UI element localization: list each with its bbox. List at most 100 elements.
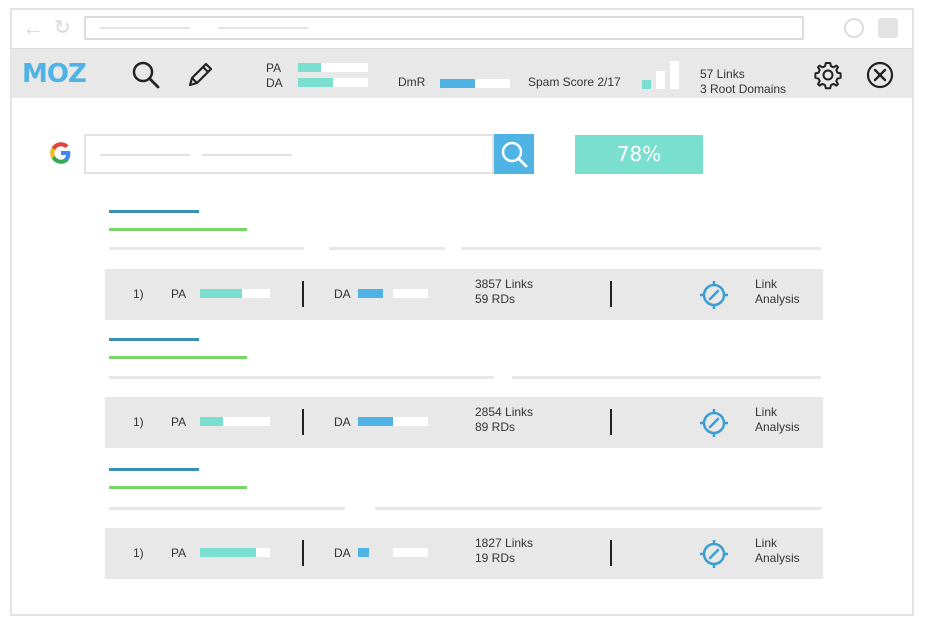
pa-bar (200, 289, 270, 298)
link-analysis-line2: Analysis (755, 551, 800, 565)
dmr-label: DmR (398, 75, 426, 89)
result-url-line[interactable] (109, 356, 247, 359)
links-count: 1827 Links (475, 536, 534, 550)
result-metrics-row: 1) PA DA 2854 Links 89 RDs Link Analysis (105, 397, 823, 448)
google-logo-icon (50, 142, 71, 164)
dmr-bar (440, 79, 510, 88)
links-count: 57 Links (700, 67, 745, 81)
result-rank: 1) (133, 415, 144, 429)
search-input[interactable] (84, 134, 494, 174)
result-snippet-line (329, 247, 445, 250)
divider (302, 281, 304, 307)
pa-bar (200, 417, 270, 426)
search-button[interactable] (494, 134, 534, 174)
url-placeholder-line (100, 27, 190, 29)
da-bar-track (393, 548, 428, 557)
divider (610, 281, 612, 307)
da-bar (298, 78, 368, 87)
link-counts: 3857 Links 59 RDs (475, 277, 533, 307)
close-circle-icon[interactable] (864, 59, 896, 91)
root-domains-count: 3 Root Domains (700, 82, 787, 96)
mozbar-toolbar: MOZ PA DA DmR (12, 48, 912, 98)
reload-icon[interactable]: ↻ (54, 17, 71, 39)
divider (302, 540, 304, 566)
settings-gear-icon[interactable] (812, 59, 844, 91)
rds-count: 19 RDs (475, 551, 516, 565)
result-rank: 1) (133, 287, 144, 301)
rds-count: 89 RDs (475, 420, 516, 434)
da-bar-fill (358, 417, 393, 426)
da-label: DA (266, 75, 283, 90)
links-count: 3857 Links (475, 277, 534, 291)
pa-bar-fill (200, 548, 256, 557)
result-snippet-line (461, 247, 821, 250)
query-placeholder-line (100, 154, 190, 156)
link-analysis-line2: Analysis (755, 292, 800, 306)
moz-logo: MOZ (22, 59, 87, 89)
link-metrics: 57 Links 3 Root Domains (700, 67, 786, 97)
pa-label: PA (171, 546, 187, 560)
spam-bar (670, 61, 679, 89)
spam-bar (656, 71, 665, 89)
result-rank: 1) (133, 546, 144, 560)
da-bar-track (393, 417, 428, 426)
da-label: DA (334, 287, 351, 301)
compass-icon[interactable] (699, 280, 729, 310)
pa-label: PA (266, 60, 282, 75)
link-analysis-line1: Link (755, 405, 778, 419)
url-placeholder-line (218, 27, 308, 29)
result-title-line[interactable] (109, 210, 199, 213)
spam-score: Spam Score 2/17 (528, 75, 621, 89)
compass-icon[interactable] (699, 408, 729, 438)
pa-label: PA (171, 287, 187, 301)
result-snippet-line (375, 507, 821, 510)
pa-bar-fill (200, 289, 242, 298)
link-analysis-link[interactable]: Link Analysis (755, 536, 800, 566)
pa-bar-fill (298, 63, 321, 72)
da-bar-track (393, 289, 428, 298)
result-url-line[interactable] (109, 486, 247, 489)
window-square-button[interactable] (878, 18, 898, 38)
link-analysis-link[interactable]: Link Analysis (755, 277, 800, 307)
pa-da-metrics: PA DA (266, 60, 376, 90)
address-bar[interactable] (84, 16, 804, 40)
link-counts: 1827 Links 19 RDs (475, 536, 533, 566)
link-counts: 2854 Links 89 RDs (475, 405, 533, 435)
result-snippet-line (512, 376, 821, 379)
pa-label: PA (171, 415, 187, 429)
da-label: DA (334, 415, 351, 429)
window-circle-button[interactable] (844, 18, 864, 38)
link-analysis-line1: Link (755, 277, 778, 291)
rds-count: 59 RDs (475, 292, 516, 306)
result-title-line[interactable] (109, 468, 199, 471)
result-title-line[interactable] (109, 338, 199, 341)
query-placeholder-line (202, 154, 292, 156)
pa-bar (200, 548, 270, 557)
pa-bar-fill (200, 417, 223, 426)
result-snippet-line (109, 247, 304, 250)
da-bar-fill (358, 289, 383, 298)
compass-icon[interactable] (699, 539, 729, 569)
link-analysis-line1: Link (755, 536, 778, 550)
back-arrow-icon[interactable]: ← (22, 15, 44, 40)
result-metrics-row: 1) PA DA 3857 Links 59 RDs Link Analysis (105, 269, 823, 320)
link-analysis-line2: Analysis (755, 420, 800, 434)
score-badge: 78% (575, 135, 703, 174)
divider (610, 409, 612, 435)
pa-bar (298, 63, 368, 72)
result-snippet-line (109, 376, 494, 379)
dmr-bar-fill (440, 79, 475, 88)
pencil-icon[interactable] (184, 59, 216, 91)
result-metrics-row: 1) PA DA 1827 Links 19 RDs Link Analysis (105, 528, 823, 579)
da-bar-fill (358, 548, 369, 557)
result-snippet-line (109, 507, 345, 510)
divider (610, 540, 612, 566)
browser-window: ← ↻ MOZ PA DA (10, 8, 914, 616)
search-icon[interactable] (130, 59, 162, 91)
link-analysis-link[interactable]: Link Analysis (755, 405, 800, 435)
result-url-line[interactable] (109, 228, 247, 231)
browser-chrome: ← ↻ (12, 10, 912, 48)
da-label: DA (334, 546, 351, 560)
da-bar-fill (298, 78, 333, 87)
divider (302, 409, 304, 435)
